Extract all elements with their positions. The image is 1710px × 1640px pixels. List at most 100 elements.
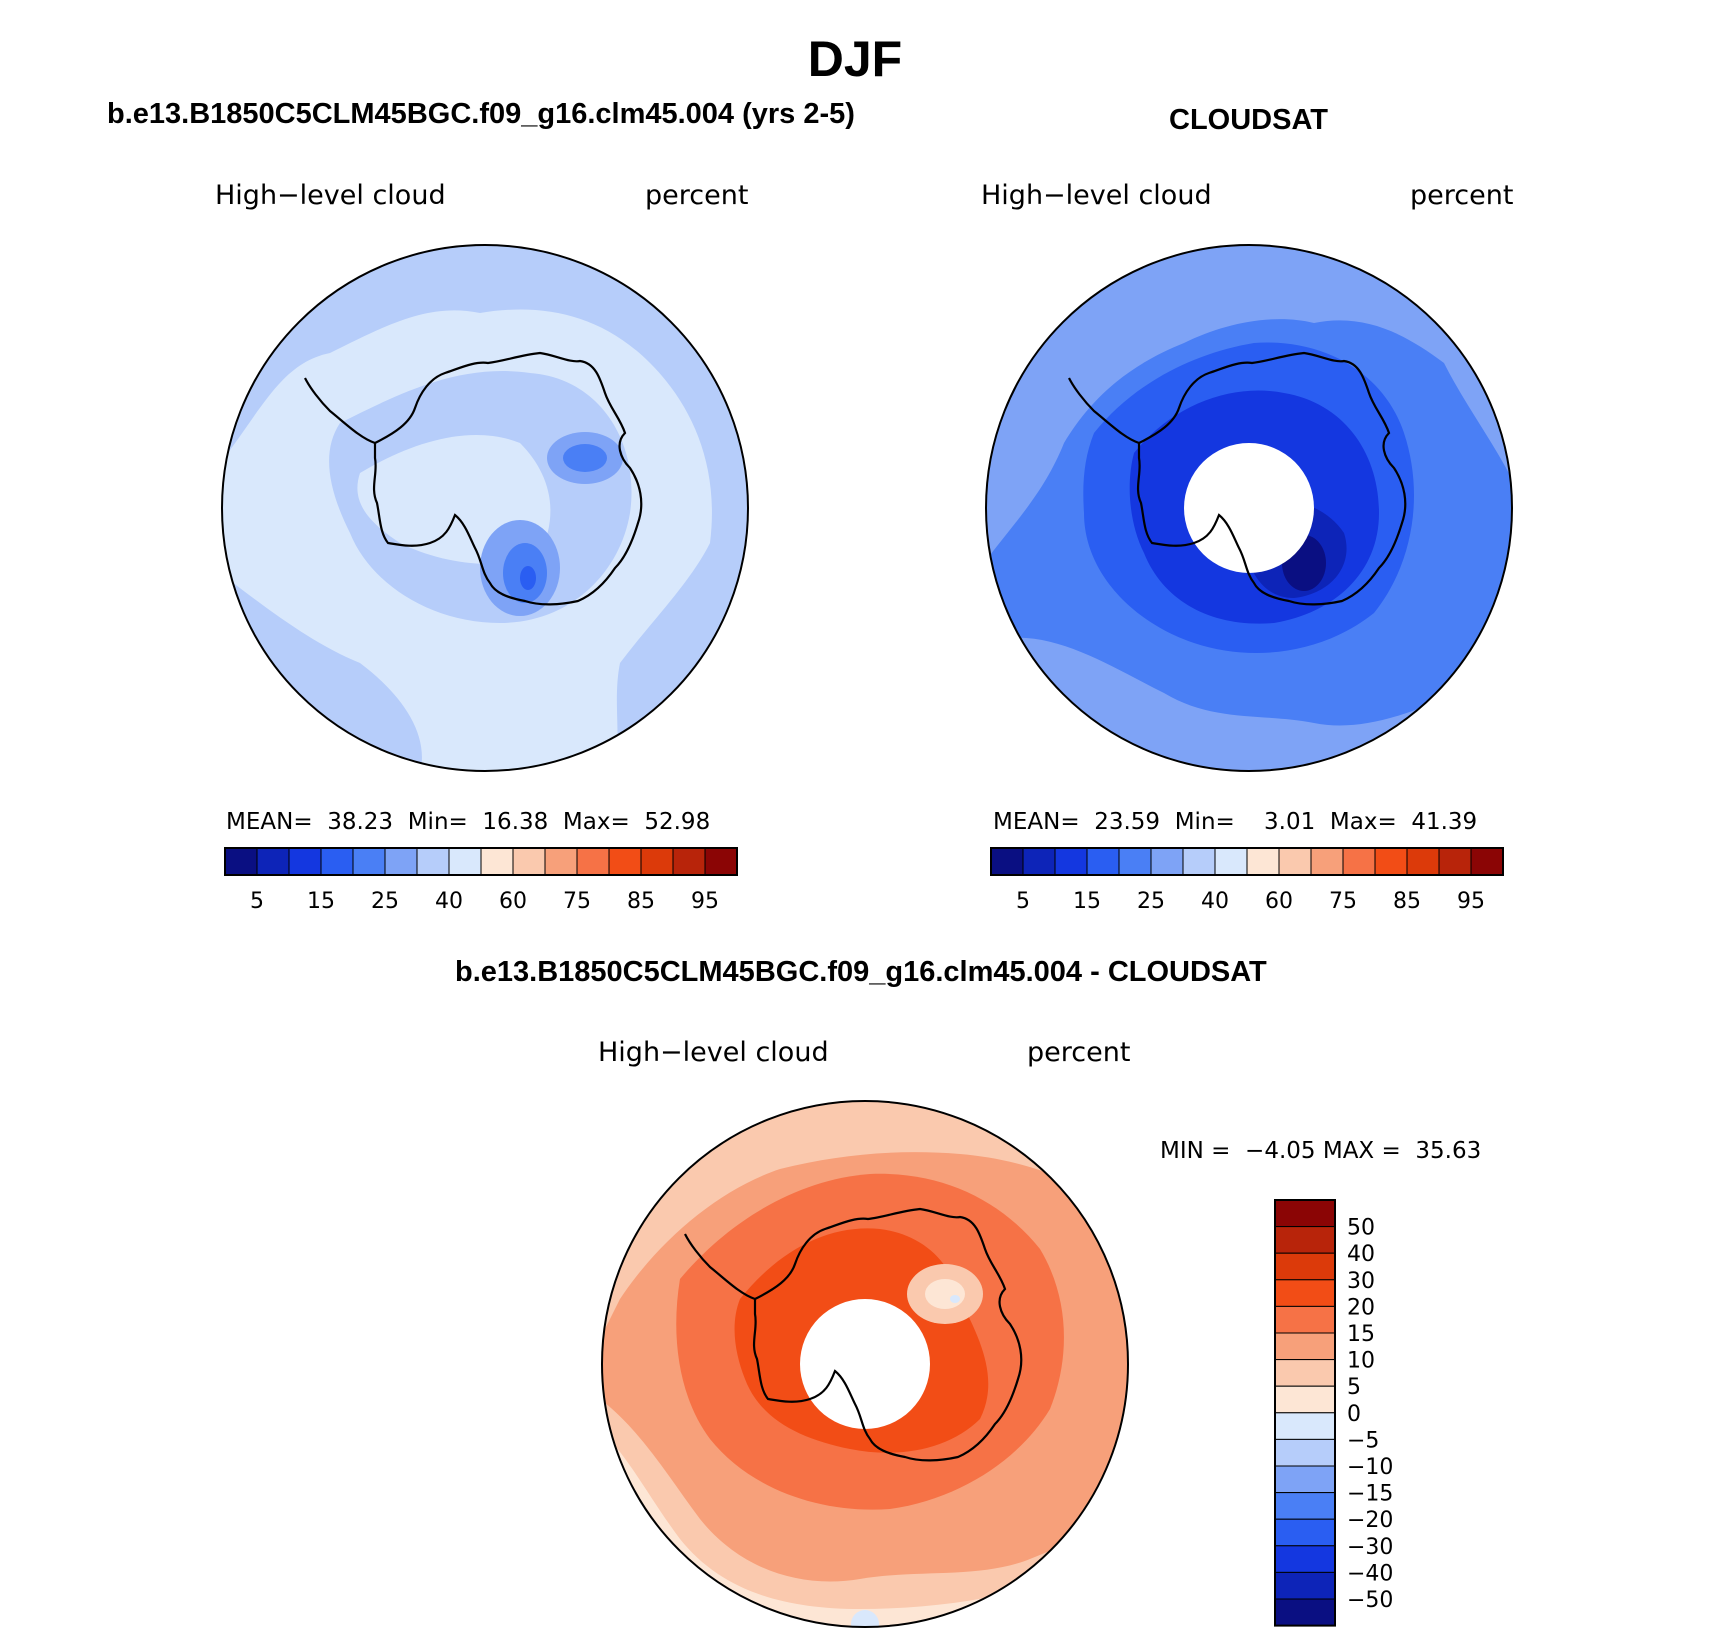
colorbar-label: 75	[1329, 889, 1357, 914]
colorbar-label: −40	[1347, 1561, 1393, 1586]
model-field-dark-a	[563, 444, 607, 472]
colorbar-box	[1374, 847, 1408, 876]
diff-coastline	[752, 1207, 1023, 1462]
diff-panel-title: b.e13.B1850C5CLM45BGC.f09_g16.clm45.004 …	[455, 956, 1267, 988]
colorbar-box	[1274, 1518, 1336, 1547]
diff-field-pale-blue-bottom	[851, 1610, 879, 1627]
colorbar-box	[480, 847, 514, 876]
colorbar-box	[352, 847, 386, 876]
colorbar-label: 20	[1347, 1295, 1375, 1320]
colorbar-box	[1274, 1492, 1336, 1520]
colorbar-box	[990, 847, 1024, 876]
colorbar-label: 40	[1347, 1242, 1375, 1267]
colorbar-box	[1274, 1226, 1336, 1254]
colorbar-box	[544, 847, 578, 876]
colorbar-box	[384, 847, 418, 876]
colorbar-box	[1118, 847, 1152, 876]
colorbar-box	[1274, 1199, 1336, 1228]
diff-stats: MIN = −4.05 MAX = 35.63	[1160, 1138, 1482, 1164]
colorbar-box	[1086, 847, 1120, 876]
obs-peninsula	[1068, 377, 1140, 445]
colorbar-label: −30	[1347, 1535, 1393, 1560]
colorbar-box	[1274, 1598, 1336, 1627]
obs-variable-label: High−level cloud	[981, 180, 1212, 211]
colorbar-label: 5	[1347, 1375, 1361, 1400]
colorbar-label: 15	[1347, 1322, 1375, 1347]
colorbar-label: 0	[1347, 1402, 1361, 1427]
colorbar-label: 25	[1137, 889, 1165, 914]
colorbar-box	[1150, 847, 1184, 876]
diff-peninsula	[684, 1233, 756, 1301]
colorbar-label: 60	[499, 889, 527, 914]
colorbar-label: 60	[1265, 889, 1293, 914]
colorbar-box	[1274, 1438, 1336, 1467]
obs-map-boundary	[985, 244, 1513, 772]
model-coastline	[372, 351, 643, 606]
colorbar-box	[288, 847, 322, 876]
model-field-deep-b	[520, 566, 536, 590]
colorbar-box	[224, 847, 258, 876]
colorbar-label: 25	[371, 889, 399, 914]
colorbar-box	[704, 847, 738, 876]
colorbar-label: 95	[1457, 889, 1485, 914]
main-title: DJF	[807, 31, 903, 87]
colorbar-box	[1342, 847, 1376, 876]
model-colorbar: 5 15 25 40 60 75 85 95	[224, 847, 738, 914]
obs-polar-map	[985, 244, 1513, 772]
diff-units-label: percent	[1027, 1037, 1131, 1068]
colorbar-box	[1274, 1545, 1336, 1573]
colorbar-box	[1054, 847, 1088, 876]
colorbar-box	[1278, 847, 1312, 876]
obs-polar-hole	[1184, 443, 1314, 573]
colorbar-box	[640, 847, 674, 876]
colorbar-box	[1274, 1465, 1336, 1494]
colorbar-label: −20	[1347, 1508, 1393, 1533]
colorbar-label: 85	[627, 889, 655, 914]
colorbar-box	[1274, 1385, 1336, 1414]
colorbar-box	[1438, 847, 1472, 876]
model-polar-map	[221, 244, 749, 772]
colorbar-box	[512, 847, 546, 876]
colorbar-label: −15	[1347, 1482, 1393, 1507]
colorbar-label: 40	[435, 889, 463, 914]
colorbar-label: 15	[307, 889, 335, 914]
obs-colorbar: 5 15 25 40 60 75 85 95	[990, 847, 1504, 914]
colorbar-box	[320, 847, 354, 876]
colorbar-label: 75	[563, 889, 591, 914]
colorbar-box	[1274, 1252, 1336, 1281]
model-stats: MEAN= 38.23 Min= 16.38 Max= 52.98	[226, 809, 711, 835]
colorbar-box	[1274, 1305, 1336, 1334]
diff-polar-map	[601, 1100, 1129, 1628]
colorbar-box	[1182, 847, 1216, 876]
obs-stats: MEAN= 23.59 Min= 3.01 Max= 41.39	[993, 809, 1478, 835]
colorbar-box	[416, 847, 450, 876]
colorbar-box	[1274, 1332, 1336, 1361]
colorbar-label: 40	[1201, 889, 1229, 914]
colorbar-label: 5	[1016, 889, 1030, 914]
colorbar-box	[1470, 847, 1504, 876]
diff-field-lighter-patch	[925, 1279, 965, 1309]
colorbar-label: −5	[1347, 1428, 1379, 1453]
colorbar-box	[1246, 847, 1280, 876]
colorbar-label: 10	[1347, 1349, 1375, 1374]
model-panel-title: b.e13.B1850C5CLM45BGC.f09_g16.clm45.004 …	[107, 98, 855, 130]
colorbar-label: 85	[1393, 889, 1421, 914]
obs-field-light	[986, 245, 1512, 563]
colorbar-box	[672, 847, 706, 876]
obs-units-label: percent	[1410, 180, 1514, 211]
colorbar-box	[256, 847, 290, 876]
colorbar-box	[1214, 847, 1248, 876]
colorbar-label: −50	[1347, 1588, 1393, 1613]
colorbar-label: 50	[1347, 1216, 1375, 1241]
colorbar-box	[1406, 847, 1440, 876]
model-map-boundary	[221, 244, 749, 772]
colorbar-label: 5	[250, 889, 264, 914]
obs-coastline	[1136, 351, 1407, 606]
colorbar-label: 95	[691, 889, 719, 914]
colorbar-box	[1274, 1279, 1336, 1307]
colorbar-box	[1274, 1571, 1336, 1600]
model-units-label: percent	[645, 180, 749, 211]
colorbar-box	[1022, 847, 1056, 876]
colorbar-box	[1310, 847, 1344, 876]
diff-variable-label: High−level cloud	[598, 1037, 829, 1068]
